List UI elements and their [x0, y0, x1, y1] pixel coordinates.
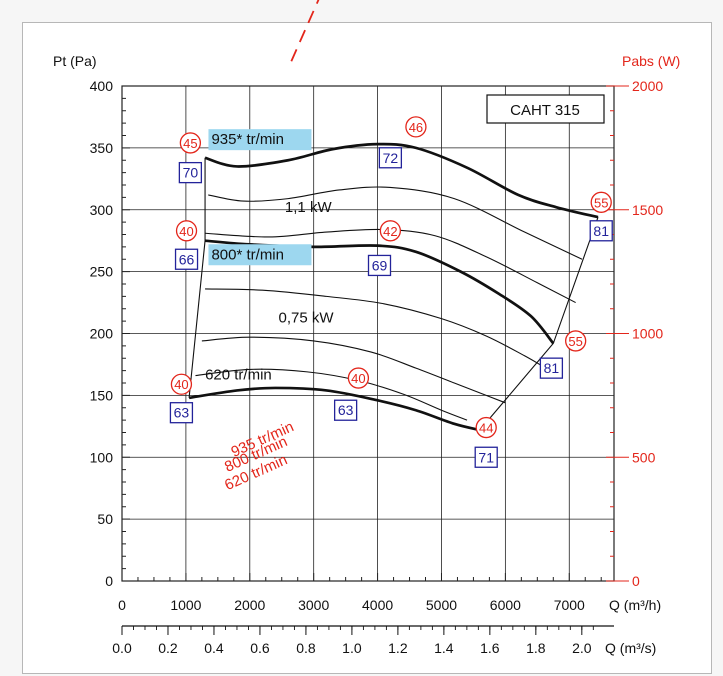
left-y-tick-label: 400: [90, 78, 114, 94]
efficiency-value: 45: [183, 136, 197, 151]
x-m3s-tick-label: 1.4: [434, 640, 454, 656]
curve-label: 935* tr/min: [211, 131, 284, 148]
x-m3h-tick-label: 6000: [490, 597, 521, 613]
noise-marker: [174, 248, 199, 270]
right-y-tick-label: 500: [632, 449, 656, 465]
noise-marker: [378, 147, 403, 169]
efficiency-value: 46: [409, 120, 423, 135]
x-m3s-tick-label: 1.8: [526, 640, 546, 656]
x-m3s-tick-label: 0.8: [296, 640, 316, 656]
x-m3s-tick-label: 0.6: [250, 640, 270, 656]
noise-value: 81: [593, 223, 609, 239]
x-m3h-axis-label: Q (m³/h): [609, 597, 661, 613]
noise-value: 63: [174, 405, 190, 421]
efficiency-marker: [179, 132, 202, 154]
chart-frame: [22, 22, 712, 674]
efficiency-value: 40: [174, 377, 188, 392]
noise-marker: [367, 254, 392, 277]
noise-marker: [169, 402, 194, 424]
left-y-tick-label: 200: [90, 326, 114, 342]
noise-value: 69: [372, 257, 388, 273]
efficiency-marker: [379, 220, 402, 242]
power-curve: [201, 336, 506, 404]
x-m3s-axis-label: Q (m³/s): [605, 640, 656, 656]
right-y-tick-label: 2000: [632, 78, 663, 94]
labels: CAHT 315 935* tr/min 800* tr/min 620 tr/min…: [169, 94, 613, 494]
noise-marker: [589, 220, 613, 242]
power-curve: [208, 186, 583, 260]
noise-marker: [178, 161, 203, 184]
x-m3s-tick-label: 1.0: [342, 640, 362, 656]
x-m3s-tick-label: 0.2: [158, 640, 178, 656]
right-y-tick-label: 1000: [632, 326, 663, 342]
efficiency-value: 44: [479, 421, 493, 436]
efficiency-marker: [170, 373, 193, 395]
right-y-tick-label: 0: [632, 573, 640, 589]
efficiency-marker: [347, 367, 370, 389]
left-y-tick-label: 150: [90, 387, 114, 403]
noise-value: 72: [383, 150, 399, 166]
left-y-tick-label: 250: [90, 264, 114, 280]
efficiency-marker: [565, 330, 587, 352]
speed-curve: [204, 142, 599, 219]
x-m3h-tick-label: 1000: [170, 597, 201, 613]
absorbed-power-line: [290, 0, 320, 62]
right-y-tick-label: 1500: [632, 202, 663, 218]
speed-label-highlight: [208, 129, 312, 151]
curve-label: 620 tr/min: [205, 366, 272, 383]
x-m3s-tick-label: 2.0: [572, 640, 592, 656]
left-y-tick-label: 100: [90, 449, 114, 465]
left-y-tick-label: 0: [105, 573, 113, 589]
x-m3s-tick-label: 0.0: [112, 640, 132, 656]
chart-title: CAHT 315: [510, 102, 580, 119]
efficiency-value: 55: [568, 334, 582, 349]
x-m3s-tick-label: 0.4: [204, 640, 224, 656]
left-y-tick-label: 50: [97, 511, 113, 527]
right-axis-label: Pabs (W): [622, 53, 680, 69]
model-title-box: [486, 94, 605, 124]
efficiency-marker: [590, 191, 612, 213]
speed-curve: [188, 386, 481, 432]
x-m3h-tick-label: 5000: [426, 597, 457, 613]
power-curve: [205, 228, 576, 304]
x-m3s-tick-label: 1.6: [480, 640, 500, 656]
x-m3s-tick-label: 1.2: [388, 640, 408, 656]
operating-boundary-line: [188, 157, 206, 398]
left-axis-label: Pt (Pa): [53, 53, 97, 69]
noise-value: 66: [179, 251, 195, 267]
curve-label: 1,1 kW: [285, 199, 333, 216]
efficiency-value: 40: [351, 371, 365, 386]
left-y-tick-label: 300: [90, 202, 114, 218]
left-y-tick-label: 350: [90, 140, 114, 156]
noise-value: 81: [544, 360, 560, 376]
efficiency-marker: [405, 116, 427, 138]
efficiency-marker: [475, 416, 497, 439]
curve-label: 0,75 kW: [279, 309, 335, 326]
x-m3h-tick-label: 3000: [298, 597, 329, 613]
noise-value: 63: [338, 402, 354, 418]
curve-label: 800* tr/min: [211, 246, 284, 263]
power-curve: [205, 288, 544, 368]
efficiency-value: 40: [179, 224, 193, 239]
noise-marker: [539, 357, 564, 379]
efficiency-value: 55: [594, 195, 608, 210]
noise-value: 71: [478, 449, 494, 465]
x-m3h-tick-label: 2000: [234, 597, 265, 613]
noise-marker: [333, 399, 358, 421]
noise-value: 70: [183, 165, 199, 181]
speed-label-highlight: [208, 244, 312, 266]
x-m3h-tick-label: 7000: [554, 597, 585, 613]
efficiency-value: 42: [383, 224, 397, 239]
noise-marker: [474, 446, 498, 468]
x-m3h-tick-label: 0: [118, 597, 126, 613]
x-m3h-tick-label: 4000: [362, 597, 393, 613]
efficiency-marker: [175, 220, 198, 242]
